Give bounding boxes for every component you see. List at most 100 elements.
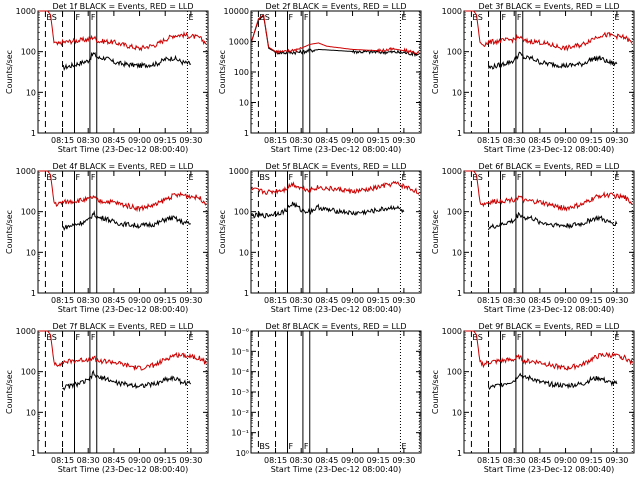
panel-1: Det 1f BLACK = Events, RED = LLD 1 10 100 10… [5,2,209,154]
marker-letter: E [188,333,193,342]
y-axis-label: Counts/sec [5,210,14,254]
marker-letter: F [289,173,294,182]
panel-title: Det 2f BLACK = Events, RED = LLD [265,2,406,11]
y-tick-label: 10000 [224,7,249,16]
panel-2: Det 2f BLACK = Events, RED = LLD 1 10 100 10… [218,2,422,154]
marker-letter: BS [259,13,269,22]
marker-letter: F [502,333,507,342]
events-series-line [62,369,192,391]
x-tick-label: 09:30 [179,456,202,465]
x-tick-label: 09:30 [392,456,415,465]
plot-frame [463,10,635,134]
events-series-line [251,201,405,219]
y-tick-label: 1000 [229,167,249,176]
x-tick-label: 09:30 [605,136,628,145]
events-series-line [488,372,618,390]
plot-frame [250,10,422,134]
x-tick-label: 09:00 [554,456,577,465]
marker-letter: E [614,333,619,342]
x-axis-label: Start Time (23-Dec-12 08:00:40) [271,305,402,314]
x-tick-label: 09:15 [580,456,603,465]
lld-series-line [464,10,633,52]
x-tick-label: 09:00 [128,136,151,145]
y-tick-label: 10 [239,99,249,108]
y-tick-label: 10 [452,248,462,257]
panel-title: Det 1f BLACK = Events, RED = LLD [52,2,193,11]
y-tick-label: 1 [31,449,36,458]
marker-letter: F [517,13,522,22]
marker-letter: BS [472,13,482,22]
marker-letter: F [289,13,294,22]
panel-title: Det 7f BLACK = Events, RED = LLD [52,322,193,331]
panel-5: Det 5f BLACK = Events, RED = LLD 1 10 100 10… [218,162,422,314]
x-tick-label: 09:15 [367,456,390,465]
lld-series-line [251,180,420,196]
lld-series-line [38,170,207,213]
y-axis-label: Counts/sec [5,50,14,94]
x-tick-label: 09:15 [154,456,177,465]
panel-title: Det 4f BLACK = Events, RED = LLD [52,162,193,171]
y-tick-label: 100 [21,48,36,57]
y-tick-label: 10 [26,408,36,417]
x-tick-label: 08:30 [290,456,313,465]
panel-title: Det 6f BLACK = Events, RED = LLD [478,162,619,171]
marker-letter: E [614,13,619,22]
x-axis-label: Start Time (23-Dec-12 08:00:40) [271,145,402,154]
y-tick-label: 100 [234,208,249,217]
plot-frame [37,170,209,294]
x-tick-label: 09:00 [341,296,364,305]
lld-series-line [38,330,207,371]
panel-9: Det 9f BLACK = Events, RED = LLD 1 10 100 10… [431,322,635,474]
panel-title: Det 8f BLACK = Events, RED = LLD [265,322,406,331]
y-tick-label: 10 [452,408,462,417]
x-tick-label: 08:45 [315,296,338,305]
y-axis-label: Counts/sec [5,370,14,414]
x-tick-label: 08:15 [51,296,74,305]
marker-letter: F [502,173,507,182]
x-tick-label: 08:30 [503,456,526,465]
y-tick-label: 10 [452,88,462,97]
x-tick-label: 08:45 [315,456,338,465]
x-tick-label: 08:45 [528,456,551,465]
y-tick-label: 1 [457,289,462,298]
y-tick-label: 10 [26,248,36,257]
x-tick-label: 08:15 [264,456,287,465]
events-series-line [62,209,191,231]
x-tick-label: 08:15 [51,456,74,465]
marker-letter: BS [259,442,269,451]
marker-letter: F [76,333,81,342]
x-tick-label: 08:30 [77,456,100,465]
x-tick-label: 09:15 [367,296,390,305]
marker-letter: BS [46,173,56,182]
x-tick-label: 08:30 [290,296,313,305]
x-tick-label: 08:45 [102,456,125,465]
x-axis-label: Start Time (23-Dec-12 08:00:40) [58,145,189,154]
y-axis-label: Counts/sec [431,370,440,414]
x-axis-label: Start Time (23-Dec-12 08:00:40) [484,305,615,314]
x-tick-label: 08:45 [102,296,125,305]
y-tick-label: 1000 [442,327,462,336]
x-tick-label: 09:00 [554,136,577,145]
x-tick-label: 08:15 [477,456,500,465]
x-axis-label: Start Time (23-Dec-12 08:00:40) [271,465,402,474]
x-tick-label: 08:30 [77,136,100,145]
events-series-line [488,211,618,231]
plot-frame [250,330,422,454]
y-axis-label: Counts/sec [218,210,227,254]
panel-4: Det 4f BLACK = Events, RED = LLD 1 10 100 10… [5,162,209,314]
marker-letter: F [289,442,294,451]
x-tick-label: 08:45 [528,136,551,145]
x-tick-label: 09:30 [392,296,415,305]
x-tick-label: 08:15 [264,136,287,145]
y-tick-label: 100 [21,208,36,217]
y-tick-label: 10⁻⁶ [231,327,249,336]
x-tick-label: 09:15 [154,296,177,305]
marker-letter: F [304,13,309,22]
plot-frame [37,10,209,134]
x-tick-label: 09:00 [554,296,577,305]
marker-letter: F [91,13,96,22]
y-tick-label: 1000 [16,7,36,16]
x-tick-label: 09:30 [179,296,202,305]
y-tick-label: 10⁻² [231,408,249,417]
